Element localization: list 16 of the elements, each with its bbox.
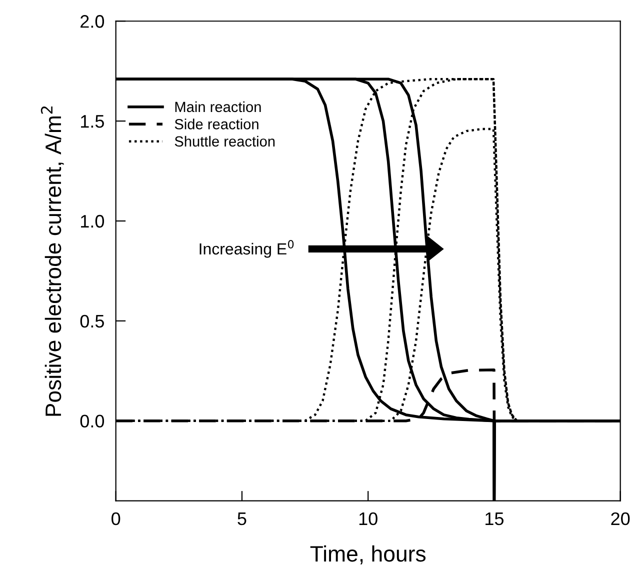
y-axis-title: Positive electrode current, A/m$^{2}$	[40, 106, 64, 416]
x-tick-label: 20	[611, 512, 630, 526]
x-tick-label: 15	[486, 512, 504, 526]
x-tick-label: 0	[112, 512, 120, 526]
legend-label: Main reaction	[175, 101, 261, 112]
legend-label: Shuttle reaction	[174, 136, 275, 147]
x-tick-label: 10	[359, 512, 378, 526]
annotation: Increasing E$^{0}$	[200, 240, 294, 258]
x-tick-label: 5	[238, 512, 246, 526]
y-tick-label: 1.0	[81, 214, 104, 228]
y-tick-label: 0.0	[80, 414, 104, 428]
y-tick-label: 0.5	[80, 314, 104, 328]
y-tick-label: 1.5	[81, 115, 104, 128]
y-tick-label: 2.0	[80, 15, 104, 28]
legend-label: Side reaction	[174, 118, 258, 130]
x-axis-title: Time, hours	[310, 545, 426, 564]
